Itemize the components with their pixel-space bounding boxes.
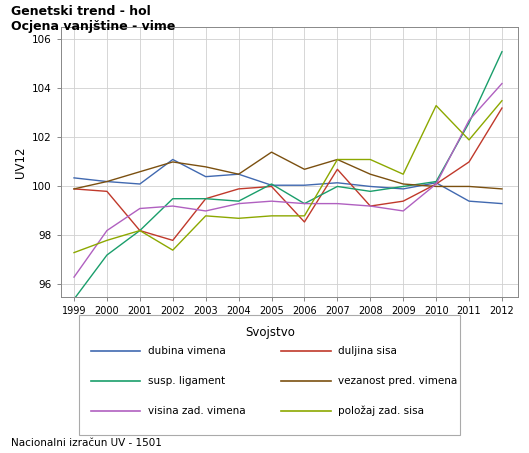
Text: Nacionalni izračun UV - 1501: Nacionalni izračun UV - 1501 — [11, 438, 161, 448]
Text: položaj zad. sisa: položaj zad. sisa — [339, 405, 424, 416]
X-axis label: Godina rođenja: Godina rođenja — [244, 321, 335, 334]
Text: susp. ligament: susp. ligament — [148, 376, 225, 386]
Text: vezanost pred. vimena: vezanost pred. vimena — [339, 376, 458, 386]
Text: visina zad. vimena: visina zad. vimena — [148, 406, 245, 416]
Text: Genetski trend - hol: Genetski trend - hol — [11, 5, 150, 18]
Text: Svojstvo: Svojstvo — [245, 326, 295, 339]
Text: dubina vimena: dubina vimena — [148, 346, 226, 356]
Text: Ocjena vanjštine - vime: Ocjena vanjštine - vime — [11, 20, 175, 34]
Y-axis label: UV12: UV12 — [14, 146, 26, 178]
Text: duljina sisa: duljina sisa — [339, 346, 397, 356]
